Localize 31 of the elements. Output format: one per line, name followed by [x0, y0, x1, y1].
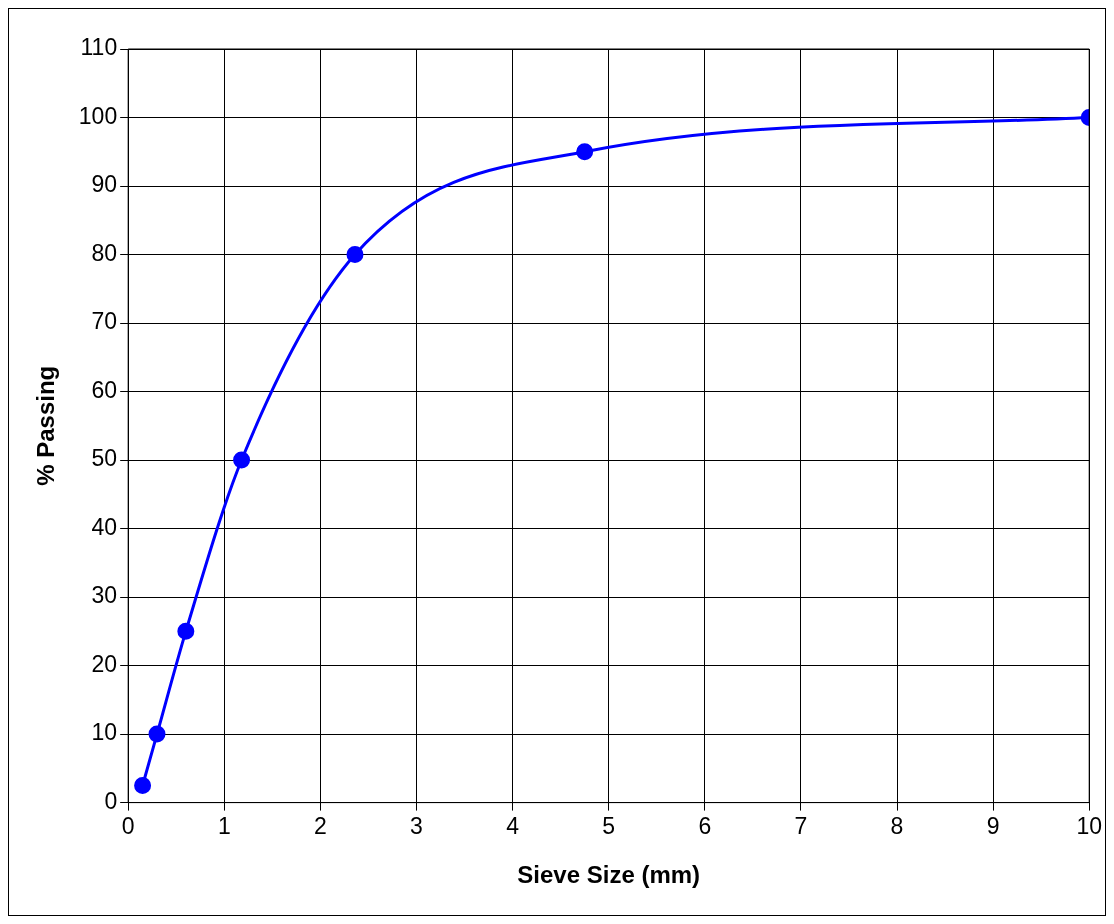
- y-tick-label: 90: [91, 171, 118, 198]
- x-tick-label: 6: [698, 812, 712, 839]
- point: [576, 143, 594, 161]
- x-tick-label: 10: [1076, 812, 1103, 839]
- y-axis-title: % Passing: [32, 365, 60, 486]
- point: [148, 725, 166, 743]
- y-tick-label: 60: [91, 376, 118, 403]
- x-tick-label: 0: [121, 812, 135, 839]
- x-tick-label: 8: [890, 812, 904, 839]
- x-tick-label: 2: [313, 812, 327, 839]
- x-tick-label: 4: [506, 812, 520, 839]
- x-axis-title: Sieve Size (mm): [517, 861, 701, 889]
- point: [134, 776, 152, 794]
- x-tick-label: 1: [217, 812, 231, 839]
- y-tick-label: 110: [80, 34, 118, 61]
- y-tick-label: 20: [91, 650, 118, 677]
- x-tick-label: 3: [410, 812, 423, 839]
- y-tick-label: 10: [91, 719, 118, 746]
- y-tick-label: 80: [91, 239, 118, 266]
- point: [346, 246, 364, 264]
- y-tick-label: 40: [91, 513, 118, 540]
- point: [233, 451, 251, 469]
- y-tick-label: 100: [78, 102, 118, 129]
- y-tick-label: 70: [91, 308, 118, 335]
- y-tick-label: 50: [91, 445, 118, 472]
- point: [177, 622, 195, 640]
- y-tick-label: 0: [104, 787, 118, 814]
- y-tick-label: 30: [91, 582, 118, 609]
- x-tick-label: 5: [602, 812, 616, 839]
- x-tick-label: 9: [986, 812, 1000, 839]
- x-tick-label: 7: [794, 812, 808, 839]
